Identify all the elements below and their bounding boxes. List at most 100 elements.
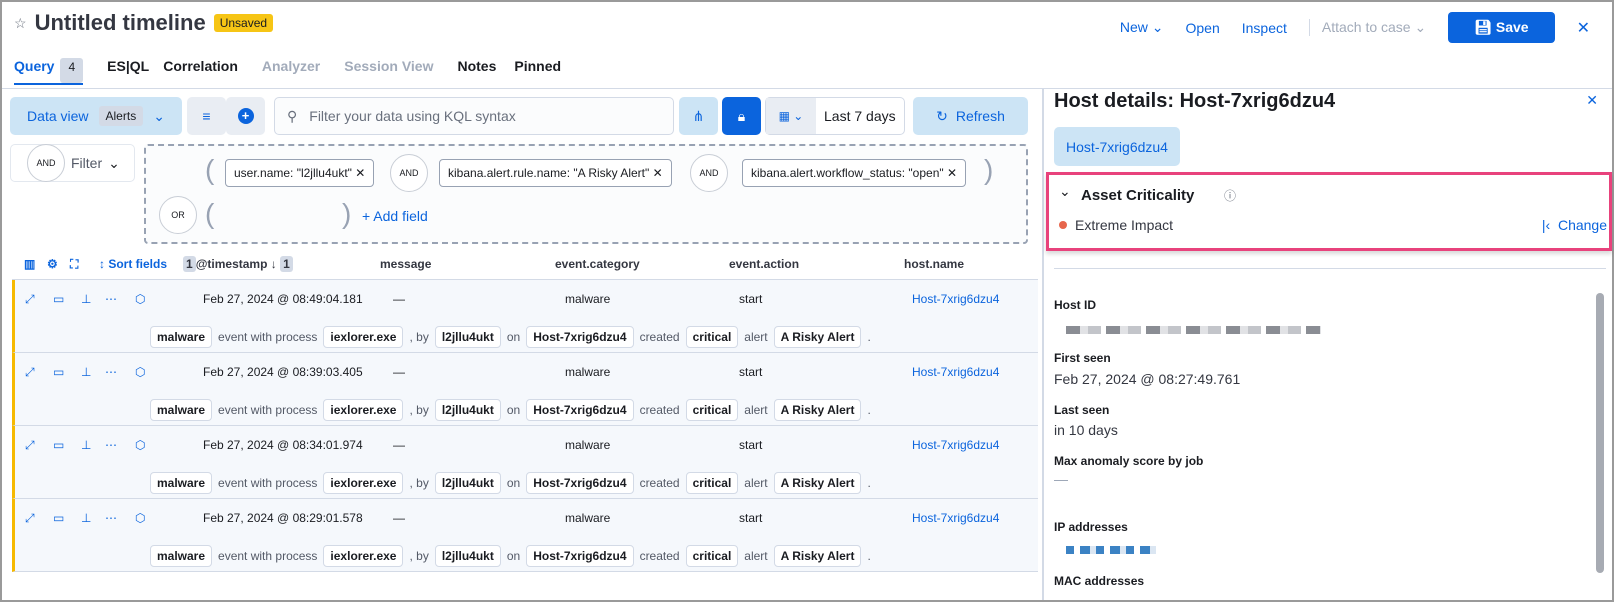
summary-value[interactable]: A Risky Alert xyxy=(773,399,862,421)
column-header-message[interactable]: message xyxy=(380,257,432,271)
summary-value[interactable]: iexlorer.exe xyxy=(323,399,404,421)
more-icon[interactable]: ⋯ xyxy=(105,292,117,306)
more-icon[interactable]: ⋯ xyxy=(105,365,117,379)
host-name-link[interactable]: Host-7xrig6dzu4 xyxy=(912,292,1000,306)
summary-value[interactable]: A Risky Alert xyxy=(773,326,862,348)
summary-value[interactable]: iexlorer.exe xyxy=(323,326,404,348)
refresh-button[interactable]: ↻ Refresh xyxy=(913,97,1028,135)
filter-operator-button[interactable]: AND Filter ⌄ xyxy=(10,144,135,182)
remove-chip-icon[interactable]: ✕ xyxy=(355,166,366,180)
tab-esql[interactable]: ES|QL xyxy=(107,58,150,74)
pin-icon[interactable]: ⊥ xyxy=(81,438,92,452)
data-view-picker[interactable]: Data view Alerts ⌄ xyxy=(10,97,182,135)
tab-notes[interactable]: Notes xyxy=(457,58,497,74)
date-picker[interactable]: ▦ ⌄ Last 7 days xyxy=(765,97,905,135)
table-row[interactable]: ⤢ ▭ ⊥ ⋯ ⬡ Feb 27, 2024 @ 08:39:03.405 — malware… xyxy=(12,353,1038,426)
fullscreen-icon[interactable]: ⛶ xyxy=(70,257,79,271)
host-name-button[interactable]: Host-7xrig6dzu4 xyxy=(1054,127,1180,166)
add-field-button[interactable]: + Add field xyxy=(362,208,428,224)
summary-value[interactable]: Host-7xrig6dzu4 xyxy=(526,399,634,421)
summary-value[interactable]: critical xyxy=(685,326,739,348)
summary-value[interactable]: malware xyxy=(150,545,213,567)
kql-search-input[interactable]: ⚲ Filter your data using KQL syntax xyxy=(274,97,674,135)
more-icon[interactable]: ⋯ xyxy=(105,438,117,452)
pin-icon[interactable]: ⊥ xyxy=(81,511,92,525)
summary-value[interactable]: malware xyxy=(150,326,213,348)
comment-icon[interactable]: ▭ xyxy=(53,365,65,379)
flyout-scrollbar[interactable] xyxy=(1596,293,1604,573)
summary-value[interactable]: A Risky Alert xyxy=(773,545,862,567)
query-builder-toggle[interactable]: ⋔ xyxy=(679,97,718,135)
tab-query[interactable]: Query 4 xyxy=(14,58,84,85)
filter-chip[interactable]: kibana.alert.workflow_status: "open" ✕ xyxy=(742,159,967,187)
tab-session-view[interactable]: Session View xyxy=(344,58,434,74)
analyze-icon[interactable]: ⬡ xyxy=(135,292,146,306)
change-criticality-button[interactable]: |‹ Change xyxy=(1542,217,1607,233)
page-title[interactable]: Untitled timeline xyxy=(34,10,206,35)
table-row[interactable]: ⤢ ▭ ⊥ ⋯ ⬡ Feb 27, 2024 @ 08:29:01.578 — malware… xyxy=(12,499,1038,572)
inspect-button[interactable]: Inspect xyxy=(1241,19,1287,36)
analyze-icon[interactable]: ⬡ xyxy=(135,438,146,452)
pin-icon[interactable]: ⊥ xyxy=(81,365,92,379)
row-summary: malware event with process iexlorer.exe , b… xyxy=(150,326,871,348)
close-icon[interactable]: ✕ xyxy=(1576,19,1590,37)
tab-analyzer[interactable]: Analyzer xyxy=(261,58,321,74)
gear-icon[interactable]: ⚙ xyxy=(47,257,58,271)
host-name-link[interactable]: Host-7xrig6dzu4 xyxy=(912,365,1000,379)
calendar-icon[interactable]: ▦ ⌄ xyxy=(766,98,816,134)
analyze-icon[interactable]: ⬡ xyxy=(135,365,146,379)
summary-value[interactable]: malware xyxy=(150,399,213,421)
filter-menu-button[interactable]: ≡ xyxy=(187,97,226,135)
add-filter-button[interactable]: + xyxy=(226,97,265,135)
summary-value[interactable]: malware xyxy=(150,472,213,494)
table-row[interactable]: ⤢ ▭ ⊥ ⋯ ⬡ Feb 27, 2024 @ 08:34:01.974 — malware… xyxy=(12,426,1038,499)
expand-icon[interactable]: ⤢ xyxy=(25,511,35,525)
host-name-link[interactable]: Host-7xrig6dzu4 xyxy=(912,438,1000,452)
comment-icon[interactable]: ▭ xyxy=(53,438,65,452)
summary-value[interactable]: l2jllu4ukt xyxy=(434,399,501,421)
summary-value[interactable]: l2jllu4ukt xyxy=(434,472,501,494)
new-button[interactable]: New ⌄ xyxy=(1120,19,1164,36)
filter-chip[interactable]: kibana.alert.rule.name: "A Risky Alert" … xyxy=(439,159,672,187)
summary-value[interactable]: Host-7xrig6dzu4 xyxy=(526,472,634,494)
summary-value[interactable]: l2jllu4ukt xyxy=(434,545,501,567)
star-icon[interactable]: ☆ xyxy=(14,14,27,31)
remove-chip-icon[interactable]: ✕ xyxy=(946,166,958,180)
summary-value[interactable]: critical xyxy=(685,545,739,567)
summary-value[interactable]: Host-7xrig6dzu4 xyxy=(526,545,634,567)
attach-to-case-button[interactable]: Attach to case ⌄ xyxy=(1308,19,1426,36)
tab-correlation[interactable]: Correlation xyxy=(163,58,238,74)
summary-value[interactable]: iexlorer.exe xyxy=(323,472,404,494)
more-icon[interactable]: ⋯ xyxy=(105,511,117,525)
analyze-icon[interactable]: ⬡ xyxy=(135,511,146,525)
comment-icon[interactable]: ▭ xyxy=(53,292,65,306)
summary-value[interactable]: l2jllu4ukt xyxy=(434,326,501,348)
summary-value[interactable]: A Risky Alert xyxy=(773,472,862,494)
column-header-host-name[interactable]: host.name xyxy=(904,257,965,271)
summary-value[interactable]: critical xyxy=(685,472,739,494)
info-icon[interactable]: ⓘ xyxy=(1224,189,1237,203)
chevron-down-icon[interactable]: ⌄ xyxy=(1059,183,1071,199)
summary-value[interactable]: Host-7xrig6dzu4 xyxy=(526,326,634,348)
pin-icon[interactable]: ⊥ xyxy=(81,292,92,306)
open-button[interactable]: Open xyxy=(1185,19,1220,36)
expand-icon[interactable]: ⤢ xyxy=(25,365,35,379)
comment-icon[interactable]: ▭ xyxy=(53,511,65,525)
column-picker-icon[interactable]: ▥ xyxy=(24,257,36,271)
lock-button[interactable]: 🔒︎ xyxy=(722,97,761,135)
sort-fields-button[interactable]: ↕ Sort fields xyxy=(99,257,167,271)
host-name-link[interactable]: Host-7xrig6dzu4 xyxy=(912,511,1000,525)
column-header-event-action[interactable]: event.action xyxy=(729,257,800,271)
summary-value[interactable]: critical xyxy=(685,399,739,421)
expand-icon[interactable]: ⤢ xyxy=(25,438,35,452)
column-header-event-category[interactable]: event.category xyxy=(555,257,640,271)
close-flyout-icon[interactable]: ✕ xyxy=(1586,92,1598,108)
save-button[interactable]: 💾︎ Save xyxy=(1448,12,1555,43)
tab-pinned[interactable]: Pinned xyxy=(514,58,562,74)
expand-icon[interactable]: ⤢ xyxy=(25,292,35,306)
remove-chip-icon[interactable]: ✕ xyxy=(652,166,663,180)
filter-chip[interactable]: user.name: "l2jllu4ukt" ✕ xyxy=(225,159,375,187)
summary-value[interactable]: iexlorer.exe xyxy=(323,545,404,567)
table-row[interactable]: ⤢ ▭ ⊥ ⋯ ⬡ Feb 27, 2024 @ 08:49:04.181 — malware… xyxy=(12,280,1038,353)
column-header-timestamp[interactable]: 1 @timestamp ↓ 1 xyxy=(183,256,293,272)
